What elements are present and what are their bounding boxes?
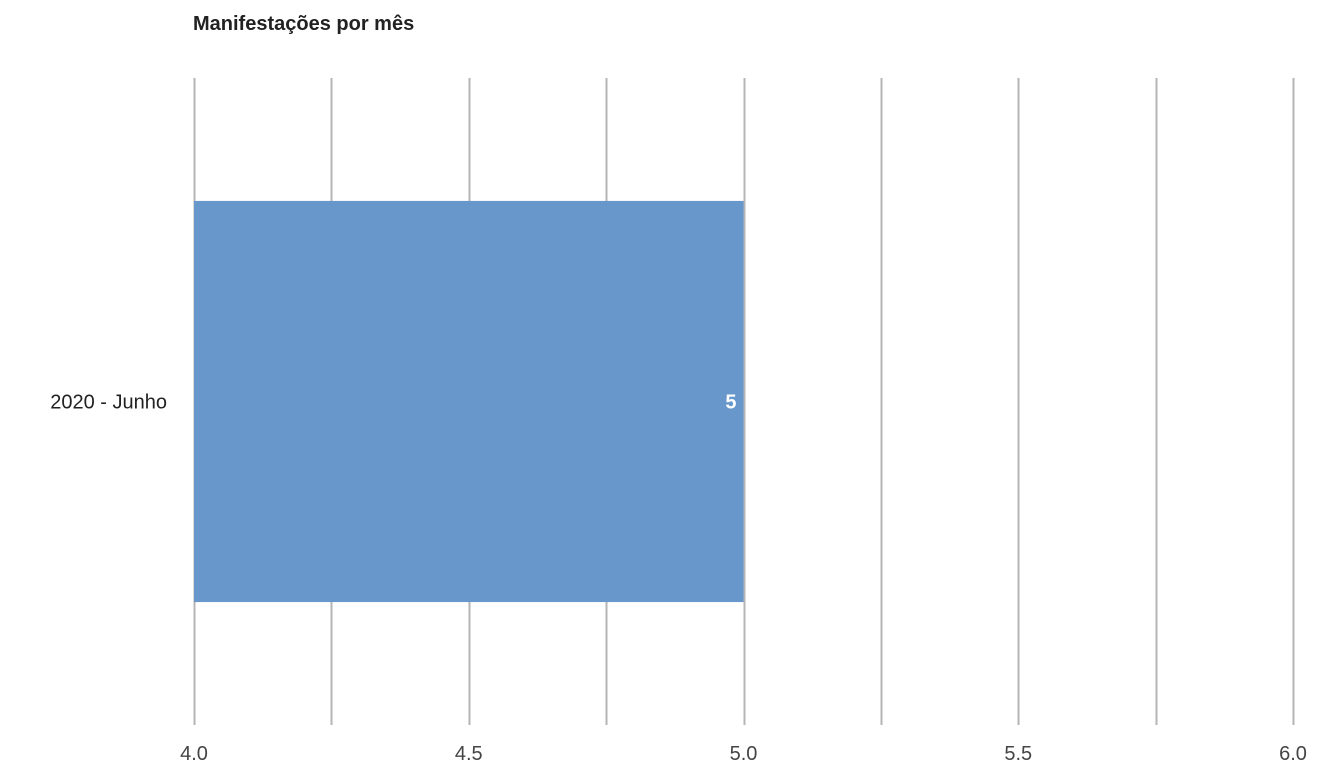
data-label: 5 xyxy=(725,392,736,414)
bars xyxy=(194,200,744,603)
x-tick-label: 5.0 xyxy=(730,743,758,765)
x-tick-label: 4.0 xyxy=(180,743,208,765)
x-tick-label: 6.0 xyxy=(1279,743,1307,765)
category-label: 2020 - Junho xyxy=(50,392,167,414)
x-tick-label: 5.5 xyxy=(1004,743,1032,765)
bar xyxy=(194,200,744,603)
x-tick-label: 4.5 xyxy=(455,743,483,765)
chart-title: Manifestações por mês xyxy=(193,13,415,35)
labels: 4.0 4.5 5.0 5.5 6.0 2020 - Junho 5 xyxy=(50,392,1307,766)
